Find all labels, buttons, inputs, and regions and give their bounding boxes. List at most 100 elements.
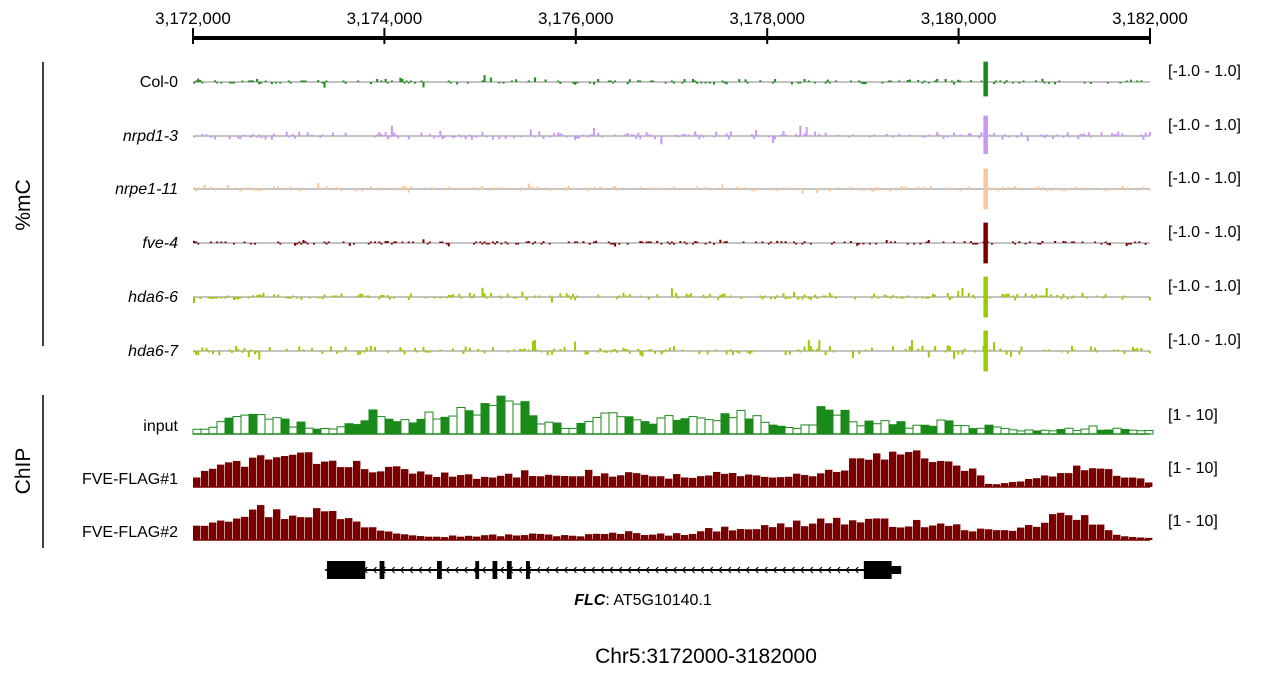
methylation-bar [696, 186, 699, 189]
methylation-bar [856, 243, 859, 246]
exon-block [326, 561, 366, 579]
methylation-bar [254, 189, 257, 191]
methylation-bar [883, 294, 886, 297]
methylation-bar [384, 131, 387, 136]
methylation-bar [367, 243, 370, 245]
methylation-bar [216, 241, 219, 243]
strand-arrow [727, 566, 732, 574]
methylation-bar [321, 297, 324, 300]
methylation-bar [750, 189, 753, 192]
methylation-bar [814, 82, 817, 84]
methylation-bar [447, 80, 450, 82]
methylation-bar [685, 293, 688, 297]
methylation-bar [496, 241, 499, 243]
methylation-bar [1062, 240, 1065, 243]
methylation-bar [498, 295, 501, 297]
coverage-bar [496, 395, 506, 435]
coverage-bar [809, 476, 817, 487]
methylation-bar [247, 297, 250, 299]
coverage-bar [984, 424, 994, 435]
methylation-bar [814, 294, 817, 297]
methylation-bar [780, 241, 783, 243]
methylation-bar [428, 241, 431, 243]
coverage-bar [816, 406, 826, 435]
methylation-bar [1058, 189, 1061, 191]
methylation-bar [917, 79, 920, 82]
methylation-bar [576, 295, 579, 297]
methylation-bar [228, 82, 231, 84]
methylation-bar [306, 132, 309, 136]
coverage-bar [489, 477, 497, 487]
methylation-bar [559, 82, 562, 84]
coverage-bar [449, 476, 457, 487]
methylation-bar [698, 136, 701, 140]
methylation-bar [628, 79, 631, 82]
coverage-bar [553, 475, 561, 487]
methylation-bar [205, 348, 208, 351]
methylation-bar [1039, 295, 1042, 297]
coverage-bar [897, 454, 905, 487]
methylation-bar [645, 241, 648, 243]
coverage-bar [401, 534, 409, 540]
coverage-bar [920, 424, 930, 435]
methylation-bar [357, 351, 360, 356]
methylation-bar [957, 290, 960, 297]
methylation-track: hda6-7 [-1.0 - 1.0] [128, 330, 1241, 372]
methylation-bar [1016, 136, 1019, 138]
methylation-bar [334, 295, 337, 297]
coverage-bar [713, 531, 721, 540]
methylation-bar [519, 136, 522, 138]
methylation-bar [285, 131, 288, 136]
coverage-bar [360, 420, 370, 435]
methylation-bar [519, 189, 522, 192]
methylation-bar [211, 297, 214, 299]
coverage-bar [977, 475, 985, 487]
methylation-peak-bar [983, 61, 988, 82]
methylation-bar [622, 347, 625, 351]
methylation-bar [414, 82, 417, 84]
exon-block [863, 561, 892, 579]
coverage-bar [960, 425, 970, 435]
methylation-bar [468, 292, 471, 297]
methylation-bar [929, 185, 932, 189]
methylation-bar [616, 189, 619, 191]
methylation-bar [515, 243, 518, 245]
methylation-bar [906, 243, 909, 245]
methylation-bar [336, 295, 339, 297]
gene-label: FLC: AT5G10140.1 [574, 592, 712, 609]
chip-track: input [1 - 10] [143, 395, 1218, 435]
methylation-bar [649, 134, 652, 136]
methylation-bar [807, 340, 810, 351]
coverage-bar [712, 420, 722, 435]
methylation-bar [639, 186, 642, 189]
methylation-bar [300, 243, 303, 245]
methylation-bar [921, 136, 924, 138]
methylation-bar [321, 82, 324, 84]
exon-block [437, 561, 442, 579]
strand-arrow [818, 566, 823, 574]
methylation-bar [409, 186, 412, 189]
methylation-bar [576, 136, 579, 139]
methylation-bar [479, 241, 482, 243]
methylation-bar [761, 241, 764, 243]
coverage-bar [545, 534, 553, 540]
methylation-bar [1024, 243, 1027, 245]
track-label: input [143, 418, 178, 435]
track-label: FVE-FLAG#2 [82, 524, 178, 541]
coverage-bar [785, 527, 793, 540]
methylation-bar [576, 82, 579, 84]
coverage-bar [1001, 530, 1009, 540]
methylation-bar [519, 348, 522, 351]
coverage-bar [992, 426, 1002, 435]
coverage-bar [633, 533, 641, 540]
methylation-bar [201, 82, 204, 84]
coverage-bar [585, 469, 593, 487]
methylation-bar [976, 243, 979, 245]
methylation-bar [1129, 79, 1132, 82]
methylation-bar [193, 240, 195, 243]
coverage-bar [833, 517, 841, 540]
methylation-bar [393, 297, 396, 299]
methylation-bar [567, 241, 570, 243]
methylation-bar [725, 187, 728, 189]
methylation-bar [399, 347, 402, 351]
